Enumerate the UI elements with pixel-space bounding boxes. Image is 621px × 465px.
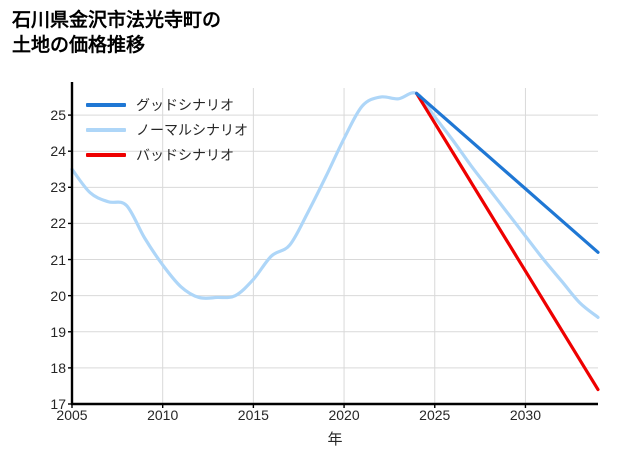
y-tick-label: 22: [50, 215, 66, 232]
legend-swatch-normal: [86, 127, 126, 132]
legend-swatch-good: [86, 102, 126, 107]
y-tick-label: 17: [50, 396, 66, 412]
legend-item-bad: バッドシナリオ: [86, 142, 286, 167]
x-tick-label: 2005: [56, 407, 88, 423]
x-tick-label: 2030: [509, 407, 542, 423]
x-tick-label: 2025: [419, 407, 451, 423]
legend-label-bad: バッドシナリオ: [136, 146, 234, 163]
x-tick-label: 2010: [147, 407, 179, 423]
y-tick-label: 18: [50, 359, 66, 376]
y-tick-labels: 17 18 19 20 21 22 23 24 25: [34, 0, 66, 465]
x-tick-label: 2020: [328, 407, 360, 423]
series-line-normal: [70, 91, 600, 319]
y-tick-label: 19: [50, 323, 66, 340]
y-tick-label: 20: [50, 287, 66, 304]
x-tick-label: 2015: [237, 407, 269, 423]
chart-legend: グッドシナリオ ノーマルシナリオ バッドシナリオ: [86, 92, 286, 167]
y-tick-label: 23: [50, 179, 66, 196]
legend-item-normal: ノーマルシナリオ: [86, 117, 286, 142]
series-line-bad: [415, 91, 600, 392]
legend-label-normal: ノーマルシナリオ: [136, 121, 248, 138]
y-tick-label: 21: [50, 251, 66, 268]
x-axis-label: 年: [327, 431, 343, 448]
y-tick-label: 25: [50, 107, 66, 124]
legend-label-good: グッドシナリオ: [136, 96, 234, 113]
series-line-good: [415, 91, 600, 254]
legend-swatch-bad: [86, 152, 126, 157]
y-tick-label: 24: [50, 143, 66, 160]
legend-item-good: グッドシナリオ: [86, 92, 286, 117]
chart-title: 石川県金沢市法光寺町の 土地の価格推移: [12, 10, 222, 57]
